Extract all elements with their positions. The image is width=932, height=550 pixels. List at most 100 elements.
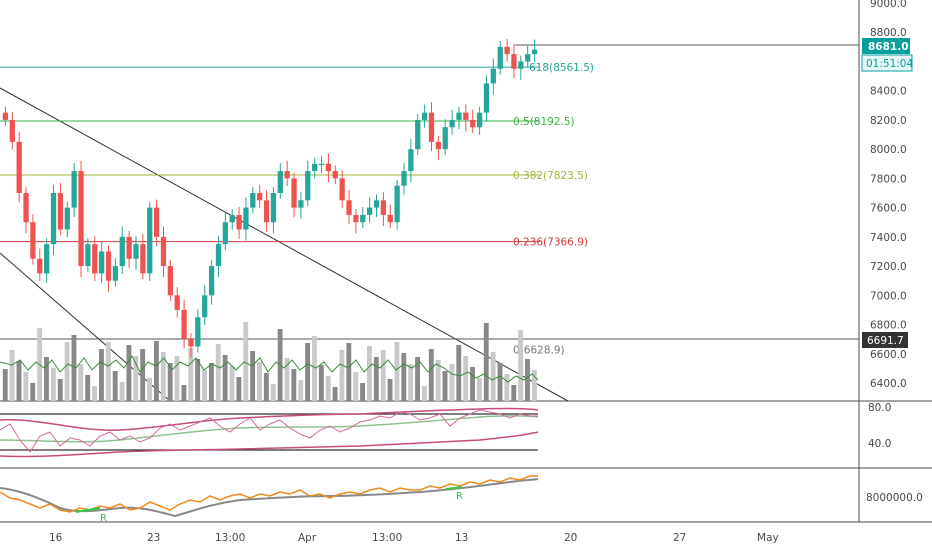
candle-body [291, 178, 297, 208]
candle-body [37, 258, 43, 274]
volume-bar [367, 346, 372, 401]
candle-body [270, 193, 277, 223]
candle-body [373, 200, 380, 208]
countdown-value: 01:51:04 [866, 58, 913, 70]
volume-bar [78, 364, 84, 401]
candle-body [463, 112, 469, 120]
time-label-16: 16 [49, 532, 63, 544]
candle-body [140, 244, 146, 274]
volume-bar [119, 382, 125, 401]
price-axis-label: 7800.0 [870, 173, 907, 185]
volume-bar [160, 352, 166, 401]
volume-bar [257, 362, 262, 401]
candle-body [318, 163, 325, 165]
volume-bar [229, 366, 235, 401]
candle-body [325, 163, 332, 172]
price-axis-label: 7600.0 [870, 203, 907, 215]
volume-bar [525, 359, 530, 401]
volume-bar [236, 377, 242, 401]
volume-bar [463, 356, 469, 401]
volume-bar [208, 363, 214, 401]
candle-body [2, 112, 9, 120]
signal-marker-1 [75, 507, 101, 513]
volume-bar [325, 376, 331, 401]
level-marker-value: 6691.7 [867, 335, 904, 347]
volume-bar [332, 387, 338, 401]
candle-body [105, 251, 112, 281]
volume-ma-line [0, 355, 539, 383]
volume-bar [394, 342, 400, 401]
candle-body [277, 171, 283, 193]
volume-bar [490, 352, 496, 401]
candle-body [174, 295, 180, 310]
time-label-apr: Apr [298, 532, 317, 544]
time-label-23: 23 [147, 532, 160, 544]
signal-r-label-1: R [100, 513, 107, 524]
candle-body [415, 119, 421, 150]
volume-bar [456, 345, 462, 401]
volume-bar [147, 378, 152, 401]
time-label-20: 20 [564, 532, 577, 544]
fib-label: 618(8561.5) [529, 62, 594, 74]
volume-bar [215, 344, 221, 401]
candle-body [401, 171, 407, 186]
candle-body [312, 163, 318, 172]
candle-body [44, 244, 50, 274]
candle-body [92, 244, 98, 274]
level-marker-badge [862, 332, 908, 348]
time-label-1300-b: 13:00 [372, 532, 402, 544]
candle-body [208, 266, 215, 296]
volume-bar [504, 374, 510, 401]
candle-body [250, 193, 256, 208]
price-axis-labels: 9000.0 8800.0 8400.0 8200.0 8000.0 7800.0 7600… [870, 0, 907, 390]
signal-r-label-2: R [456, 491, 463, 502]
volume-bar [85, 375, 91, 401]
volume-bar [497, 363, 503, 401]
candle-body [470, 119, 476, 128]
volume-bar [188, 348, 194, 401]
candle-body [449, 119, 455, 128]
candle-body [236, 214, 242, 230]
volume-bar [99, 349, 104, 401]
fib-label: 0(6628.9) [513, 345, 565, 357]
volume-bar [16, 361, 22, 401]
time-label-may: May [757, 532, 779, 544]
price-axis-label: 8800.0 [870, 27, 907, 39]
candle-body [346, 200, 352, 215]
candle-body [476, 112, 483, 128]
volume-bar [243, 322, 249, 401]
candle-body [23, 193, 29, 223]
rsi-axis-80: 80.0 [868, 402, 891, 414]
candle-body [153, 207, 160, 237]
candle-body [428, 112, 435, 142]
volume-bar [353, 372, 359, 401]
volume-bar [71, 335, 77, 401]
volume-bar [291, 369, 297, 401]
time-label-1300-a: 13:00 [215, 532, 245, 544]
trendline-upper[interactable] [0, 87, 569, 402]
candle-body [78, 171, 84, 267]
candle-body [126, 236, 132, 259]
candle-body [263, 200, 270, 223]
volume-bar [250, 351, 256, 401]
fibonacci-retracement[interactable]: 618(8561.5) 0.5(8192.5) 0.382(7823.5) 0.236… [0, 62, 594, 357]
volume-bar [518, 330, 524, 401]
volume-bar [181, 385, 187, 401]
volume-bar [195, 359, 201, 401]
volume-bar [346, 343, 352, 401]
volume-bar [435, 360, 441, 401]
volume-bar [298, 380, 304, 401]
candle-body [195, 317, 201, 347]
price-axis-label: 7200.0 [870, 261, 907, 273]
volume-bars [2, 322, 537, 401]
candle-body [332, 171, 338, 179]
volume-bar [284, 358, 290, 401]
volume-bar [112, 371, 118, 401]
rsi-line [0, 409, 538, 453]
fib-label: 0.382(7823.5) [513, 170, 588, 182]
volume-bar [360, 383, 366, 401]
candle-body [442, 127, 448, 150]
rsi-bb-lower [0, 431, 539, 458]
candle-body [367, 207, 373, 215]
